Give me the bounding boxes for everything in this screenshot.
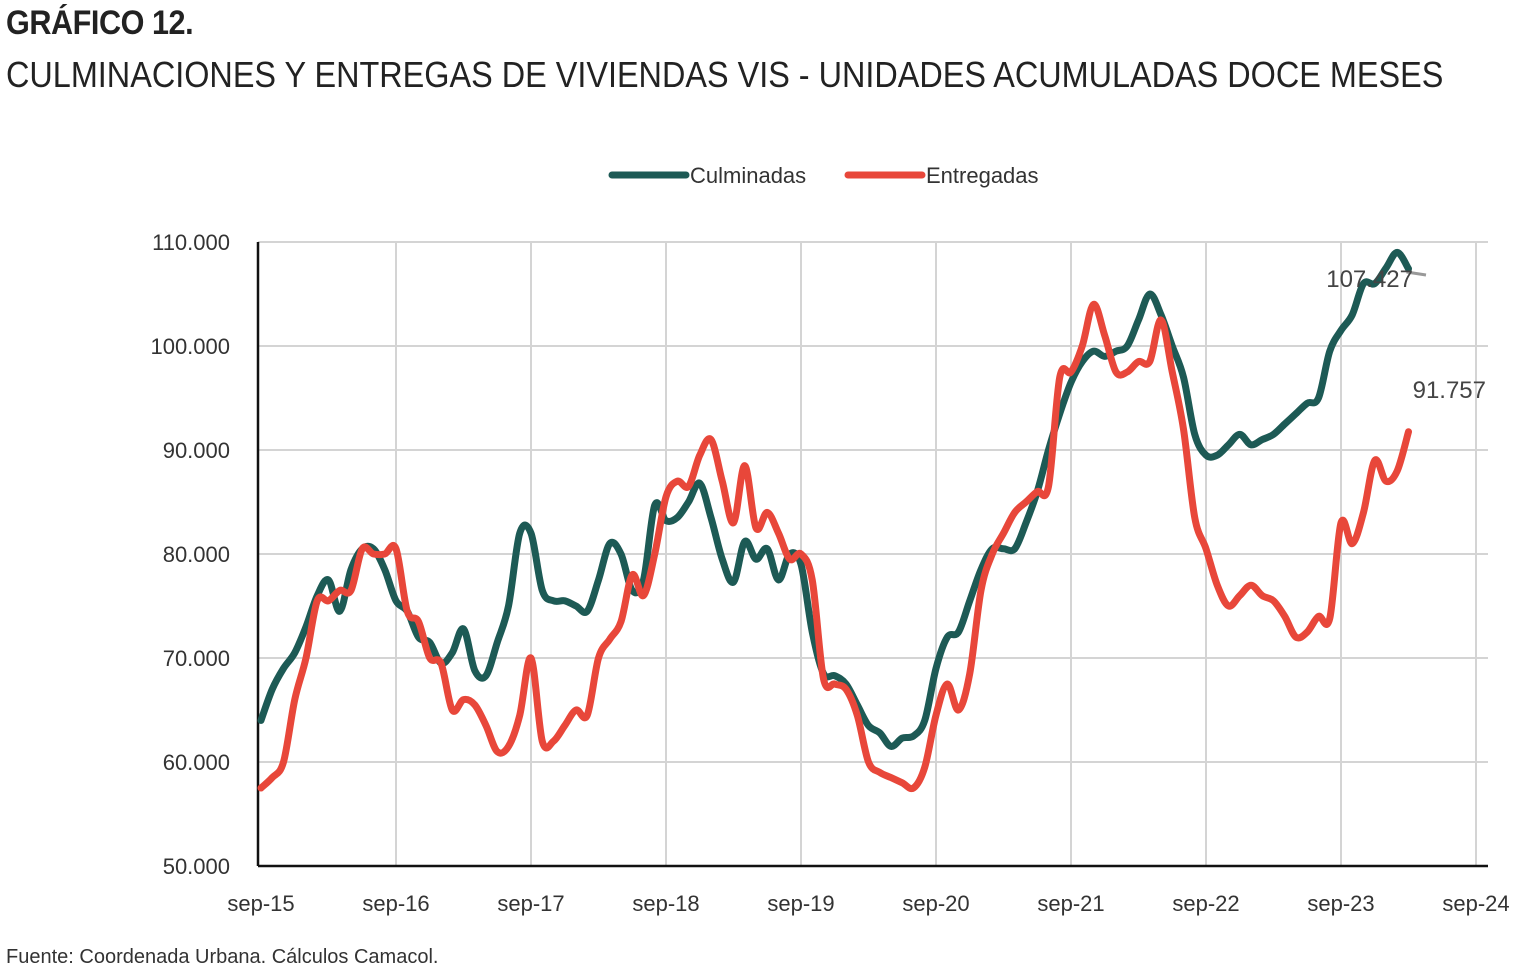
entregadas-end-label: 91.757 — [1413, 377, 1486, 404]
chart-legend: Culminadas Entregadas — [608, 163, 1039, 188]
x-tick-label: sep-19 — [767, 891, 834, 916]
x-tick-label: sep-24 — [1442, 891, 1509, 916]
chart-series — [257, 248, 1412, 793]
y-tick-label: 60.000 — [163, 750, 230, 775]
x-tick-label: sep-23 — [1307, 891, 1374, 916]
legend-label-culminadas: Culminadas — [690, 163, 806, 188]
series-line-culminadas — [257, 248, 1412, 750]
y-tick-label: 50.000 — [163, 854, 230, 879]
chart-labels: 50.000 60.000 70.000 80.000 90.000 100.000 110… — [150, 230, 1509, 916]
x-tick-label: sep-21 — [1037, 891, 1104, 916]
y-tick-label: 80.000 — [163, 542, 230, 567]
legend-label-entregadas: Entregadas — [926, 163, 1039, 188]
x-tick-label: sep-17 — [497, 891, 564, 916]
annotation-leader-line — [1406, 270, 1427, 277]
x-tick-label: sep-22 — [1172, 891, 1239, 916]
y-tick-label: 90.000 — [163, 438, 230, 463]
chart-axes — [256, 242, 1488, 868]
y-tick-label: 70.000 — [163, 646, 230, 671]
series-line-entregadas — [257, 300, 1412, 793]
culminadas-end-label: 107.427 — [1326, 266, 1413, 293]
x-tick-label: sep-16 — [362, 891, 429, 916]
y-tick-label: 100.000 — [150, 334, 230, 359]
figure-number: GRÁFICO 12. — [6, 4, 194, 42]
x-tick-label: sep-20 — [902, 891, 969, 916]
y-tick-label: 110.000 — [152, 230, 230, 255]
x-tick-label: sep-15 — [227, 891, 294, 916]
source-note: Fuente: Coordenada Urbana. Cálculos Cama… — [6, 946, 439, 968]
chart-title: CULMINACIONES Y ENTREGAS DE VIVIENDAS VI… — [6, 54, 1444, 95]
x-tick-label: sep-18 — [632, 891, 699, 916]
line-chart: 50.000 60.000 70.000 80.000 90.000 100.000 110… — [150, 163, 1509, 916]
